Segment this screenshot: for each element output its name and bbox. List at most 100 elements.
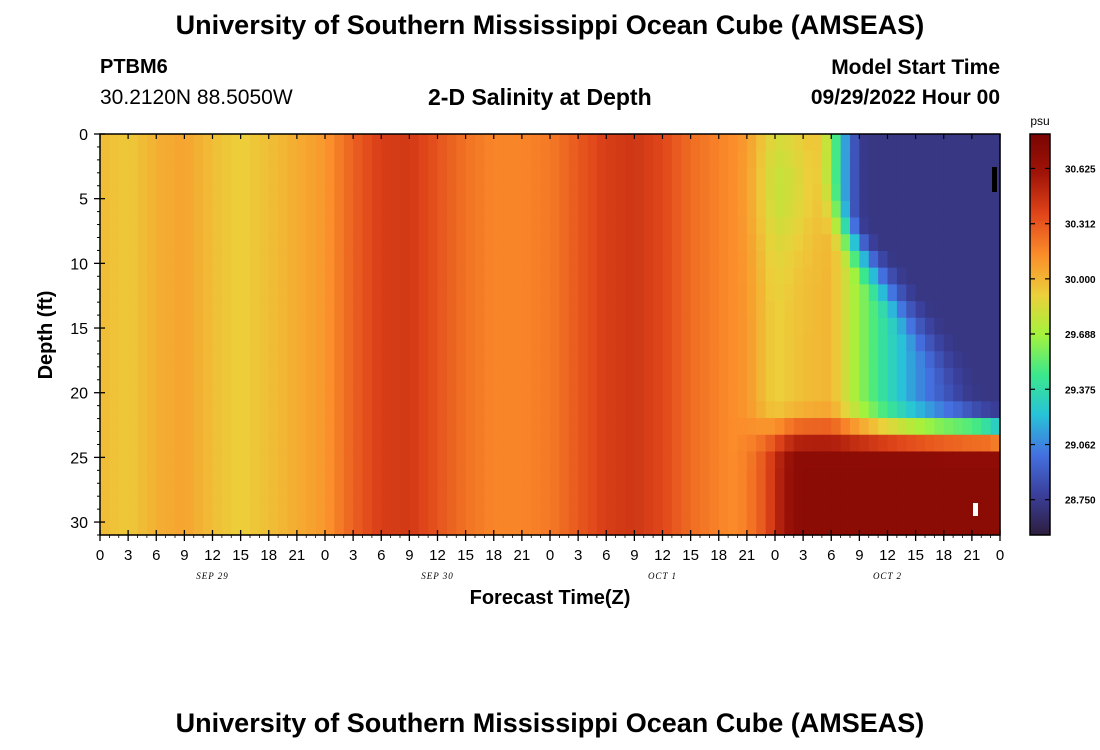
- heatmap-cell: [409, 150, 420, 169]
- heatmap-cell: [746, 184, 757, 202]
- heatmap-cell: [278, 301, 289, 319]
- heatmap-cell: [775, 434, 785, 453]
- heatmap-cell: [962, 134, 973, 152]
- heatmap-cell: [315, 451, 326, 469]
- heatmap-cell: [803, 134, 814, 152]
- heatmap-cell: [803, 167, 814, 185]
- heatmap-cell: [381, 484, 392, 503]
- heatmap-cell: [484, 284, 495, 302]
- heatmap-cell: [831, 434, 842, 453]
- heatmap-cell: [821, 184, 832, 202]
- heatmap-cell: [840, 334, 851, 352]
- heatmap-cell: [268, 518, 279, 536]
- heatmap-cell: [137, 384, 148, 402]
- heatmap-cell: [653, 267, 664, 285]
- heatmap-cell: [962, 484, 973, 503]
- heatmap-cell: [109, 501, 120, 519]
- heatmap-cell: [137, 334, 148, 352]
- heatmap-cell: [775, 217, 785, 235]
- heatmap-cell: [718, 451, 729, 469]
- heatmap-cell: [353, 200, 364, 219]
- heatmap-cell: [878, 267, 889, 285]
- heatmap-cell: [718, 468, 729, 486]
- heatmap-cell: [371, 200, 382, 219]
- heatmap-cell: [934, 434, 945, 453]
- heatmap-cell: [268, 484, 279, 503]
- y-tick-label: 25: [70, 450, 88, 467]
- heatmap-cell: [606, 317, 617, 336]
- heatmap-cell: [278, 200, 289, 219]
- heatmap-cell: [100, 484, 110, 503]
- heatmap-cell: [925, 434, 935, 453]
- heatmap-cell: [484, 250, 495, 269]
- heatmap-cell: [400, 484, 410, 503]
- heatmap-cell: [278, 267, 289, 285]
- heatmap-cell: [203, 184, 214, 202]
- heatmap-cell: [306, 367, 317, 386]
- heatmap-cell: [868, 267, 879, 285]
- heatmap-cell: [306, 334, 317, 352]
- heatmap-cell: [850, 134, 860, 152]
- heatmap-cell: [315, 234, 326, 252]
- heatmap-cell: [146, 150, 157, 169]
- heatmap-cell: [606, 284, 617, 302]
- heatmap-cell: [409, 384, 420, 402]
- heatmap-cell: [343, 501, 354, 519]
- heatmap-cell: [475, 250, 485, 269]
- heatmap-cell: [737, 418, 748, 436]
- heatmap-cell: [240, 367, 251, 386]
- heatmap-cell: [184, 267, 195, 285]
- heatmap-cell: [728, 167, 739, 185]
- heatmap-cell: [428, 267, 439, 285]
- heatmap-cell: [821, 250, 832, 269]
- heatmap-cell: [353, 418, 364, 436]
- heatmap-cell: [296, 384, 307, 402]
- heatmap-cell: [287, 267, 298, 285]
- heatmap-cell: [709, 468, 720, 486]
- heatmap-cell: [868, 434, 879, 453]
- heatmap-cell: [906, 184, 917, 202]
- heatmap-cell: [868, 468, 879, 486]
- heatmap-cell: [193, 217, 204, 235]
- heatmap-cell: [259, 284, 270, 302]
- heatmap-cell: [943, 451, 954, 469]
- heatmap-cell: [287, 518, 298, 536]
- heatmap-cell: [268, 284, 279, 302]
- heatmap-cell: [184, 317, 195, 336]
- heatmap-cell: [971, 317, 982, 336]
- heatmap-cell: [512, 184, 523, 202]
- heatmap-cell: [287, 434, 298, 453]
- heatmap-cell: [156, 284, 167, 302]
- heatmap-cell: [934, 150, 945, 169]
- heatmap-cell: [475, 301, 485, 319]
- heatmap-cell: [512, 267, 523, 285]
- heatmap-cell: [887, 301, 898, 319]
- heatmap-cell: [381, 401, 392, 419]
- heatmap-cell: [643, 317, 654, 336]
- heatmap-cell: [831, 484, 842, 503]
- heatmap-cell: [718, 484, 729, 503]
- heatmap-cell: [531, 367, 542, 386]
- heatmap-cell: [821, 284, 832, 302]
- heatmap-cell: [221, 401, 232, 419]
- heatmap-cell: [981, 351, 992, 369]
- heatmap-cell: [465, 334, 476, 352]
- heatmap-cell: [737, 451, 748, 469]
- heatmap-cell: [568, 234, 579, 252]
- heatmap-cell: [681, 267, 692, 285]
- heatmap-cell: [625, 234, 635, 252]
- heatmap-cell: [296, 267, 307, 285]
- heatmap-cell: [175, 301, 185, 319]
- heatmap-cell: [118, 468, 129, 486]
- heatmap-cell: [896, 150, 907, 169]
- heatmap-cell: [315, 184, 326, 202]
- heatmap-cell: [784, 284, 795, 302]
- heatmap-cell: [990, 434, 1001, 453]
- heatmap-cell: [381, 468, 392, 486]
- heatmap-cell: [803, 451, 814, 469]
- heatmap-cell: [109, 384, 120, 402]
- heatmap-cell: [165, 301, 176, 319]
- heatmap-cell: [268, 184, 279, 202]
- heatmap-cell: [371, 184, 382, 202]
- heatmap-cell: [193, 200, 204, 219]
